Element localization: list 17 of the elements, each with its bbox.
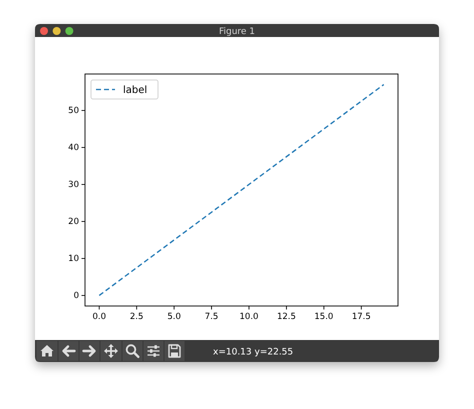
x-tick-label: 17.5 [352, 312, 371, 322]
y-tick-label: 20 [68, 217, 79, 228]
caption: Figure 1 [218, 27, 256, 37]
y-tick-label: 30 [68, 180, 79, 190]
text: x=10.13 y=22.55 [213, 348, 294, 358]
x-tick-label: 5.0 [167, 312, 181, 322]
y-tick-label: 50 [68, 106, 79, 116]
y-tick-label: 0 [74, 291, 79, 302]
x-tick-label: 0.0 [92, 312, 106, 322]
x-tick-label: 15.0 [314, 312, 334, 322]
x-tick-label: 10.0 [240, 312, 258, 322]
x-tick-label: 7.5 [204, 312, 218, 322]
y-tick-label: 10 [68, 254, 79, 264]
y-tick-label: 40 [68, 143, 79, 154]
x-tick-label: 12.5 [276, 312, 296, 322]
x-tick-label: 2.5 [130, 312, 144, 322]
legend-label: label [123, 85, 148, 96]
